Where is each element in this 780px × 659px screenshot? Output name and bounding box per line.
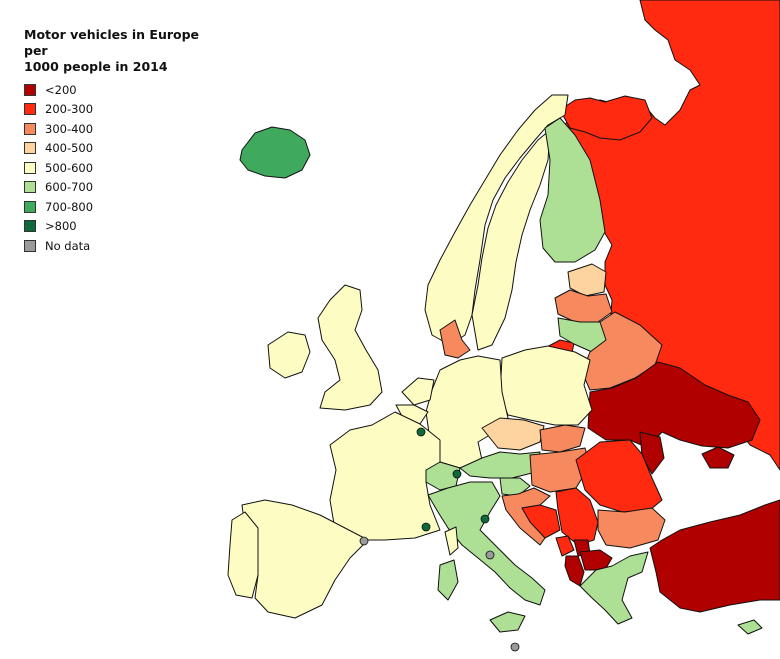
region-netherlands xyxy=(401,377,435,406)
legend-title-line-2: 1000 people in 2014 xyxy=(24,59,168,74)
legend-swatch xyxy=(24,83,36,96)
region-sicily xyxy=(489,611,526,633)
region-poland xyxy=(499,345,593,426)
region-crimea xyxy=(701,446,735,469)
region-belarus xyxy=(581,311,663,391)
region-portugal xyxy=(227,511,259,599)
region-vatican xyxy=(485,550,495,560)
legend-label: 300-400 xyxy=(45,121,94,136)
region-latvia xyxy=(554,289,613,323)
region-malta xyxy=(510,642,520,652)
legend-swatch xyxy=(24,142,36,155)
region-norway xyxy=(424,94,569,346)
legend: Motor vehicles in Europe per 1000 people… xyxy=(24,27,224,256)
region-luxembourg xyxy=(416,427,426,437)
legend-item: <200 xyxy=(24,80,224,100)
region-germany xyxy=(425,355,509,469)
region-finland xyxy=(539,117,606,263)
region-denmark xyxy=(439,319,471,359)
region-russia-northwest xyxy=(559,95,653,141)
region-sweden xyxy=(471,129,551,351)
legend-item: 700-800 xyxy=(24,197,224,217)
legend-label: 400-500 xyxy=(45,141,94,156)
region-corsica xyxy=(444,526,459,556)
legend-swatch xyxy=(24,239,36,252)
region-italy xyxy=(427,481,546,606)
legend-label: <200 xyxy=(45,82,77,97)
legend-label: 200-300 xyxy=(45,102,94,117)
legend-swatch xyxy=(24,103,36,116)
region-andorra xyxy=(359,536,369,546)
legend-swatch xyxy=(24,122,36,135)
legend-label: 600-700 xyxy=(45,180,94,195)
legend-swatch xyxy=(24,161,36,174)
region-czechia xyxy=(481,417,545,451)
region-bulgaria xyxy=(597,507,666,549)
region-uk xyxy=(317,284,383,411)
region-turkey xyxy=(649,499,780,613)
legend-title: Motor vehicles in Europe per 1000 people… xyxy=(24,27,224,75)
legend-label: 500-600 xyxy=(45,160,94,175)
region-slovenia xyxy=(499,477,531,497)
legend-item: 200-300 xyxy=(24,100,224,120)
legend-item: No data xyxy=(24,236,224,256)
legend-item: 600-700 xyxy=(24,178,224,198)
legend-swatch xyxy=(24,220,36,233)
legend-label: 700-800 xyxy=(45,199,94,214)
region-estonia xyxy=(567,263,607,297)
legend-label: >800 xyxy=(45,219,77,234)
region-ireland xyxy=(267,331,311,379)
legend-item: >800 xyxy=(24,217,224,237)
region-montenegro xyxy=(555,535,575,557)
region-serbia xyxy=(555,487,599,546)
region-greece xyxy=(579,551,649,625)
region-iceland xyxy=(239,126,311,179)
region-macedonia xyxy=(579,549,613,571)
region-san-marino xyxy=(480,514,490,524)
region-romania xyxy=(575,439,663,513)
region-liechtenstein xyxy=(452,469,462,479)
region-bosnia xyxy=(521,504,561,539)
legend-swatch xyxy=(24,181,36,194)
legend-item: 400-500 xyxy=(24,139,224,159)
region-albania xyxy=(564,555,585,587)
legend-swatch xyxy=(24,200,36,213)
legend-title-line-1: Motor vehicles in Europe per xyxy=(24,27,200,58)
legend-label: No data xyxy=(45,238,91,253)
region-monaco xyxy=(421,522,431,532)
legend-items: <200 200-300 300-400 400-500 500-600 600… xyxy=(24,80,224,256)
region-cyprus xyxy=(737,619,763,635)
legend-item: 300-400 xyxy=(24,119,224,139)
region-moldova xyxy=(639,431,665,475)
legend-item: 500-600 xyxy=(24,158,224,178)
region-sardinia xyxy=(437,559,459,601)
region-slovakia xyxy=(539,424,586,453)
